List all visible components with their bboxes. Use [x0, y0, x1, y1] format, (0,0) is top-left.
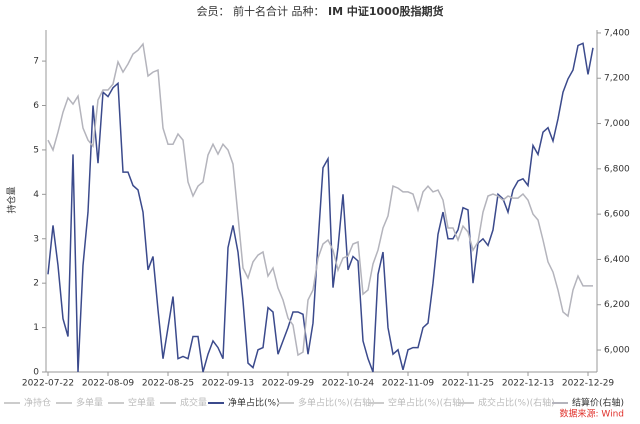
y-tick-label: 1 — [33, 323, 39, 333]
y2-tick-label: 7,000 — [604, 119, 630, 129]
y-axis-label: 持仓量 — [6, 186, 18, 213]
chart-title-group: 会员： 前十名合计 品种： IM 中证1000股指期货 — [197, 4, 444, 18]
chart-title-highlight: IM 中证1000股指期货 — [328, 4, 443, 18]
legend-label: 多单量 — [76, 397, 103, 409]
y-tick-label: 3 — [33, 234, 39, 244]
x-tick-label: 2022-08-09 — [82, 379, 135, 389]
y2-tick-label: 7,400 — [604, 28, 630, 38]
legend-label: 净持仓 — [24, 397, 51, 409]
legend-label: 成交占比(%)(右轴) — [478, 397, 555, 409]
x-tick-label: 2022-09-13 — [202, 379, 254, 389]
y-tick-label: 5 — [33, 145, 39, 155]
y-tick-label: 4 — [33, 190, 39, 200]
x-tick-label: 2022-12-29 — [562, 379, 615, 389]
series-line — [47, 42, 593, 357]
x-tick-label: 2022-12-13 — [502, 379, 554, 389]
y-tick-label: 7 — [33, 57, 39, 67]
legend-label: 结算价(右轴) — [572, 397, 624, 409]
x-tick-label: 2022-11-09 — [382, 379, 435, 389]
y2-tick-label: 7,200 — [604, 74, 630, 84]
source: 数据来源: Wind — [559, 408, 624, 420]
y-tick-label: 2 — [33, 279, 39, 289]
chart-title: 会员： 前十名合计 品种： — [197, 4, 325, 18]
series-line — [47, 42, 594, 373]
x-tick-label: 2022-07-22 — [22, 379, 74, 389]
x-tick-label: 2022-08-25 — [142, 379, 194, 389]
y-tick-label: 6 — [33, 101, 39, 111]
y2-tick-label: 6,800 — [604, 164, 630, 174]
x-tick-label: 2022-10-24 — [322, 379, 375, 389]
y2-tick-label: 6,200 — [604, 300, 630, 310]
legend-label: 净单占比(%) — [228, 397, 280, 409]
legend-label: 成交量 — [180, 397, 207, 409]
y2-tick-label: 6,000 — [604, 346, 630, 356]
x-tick-label: 2022-09-29 — [262, 379, 315, 389]
legend-label: 空单量 — [128, 397, 155, 409]
y-tick-label: 0 — [33, 368, 39, 378]
x-tick-label: 2022-11-25 — [442, 379, 494, 389]
y2-tick-label: 6,400 — [604, 255, 630, 265]
legend-label: 空单占比(%)(右轴) — [388, 397, 465, 409]
legend-label: 多单占比(%)(右轴) — [298, 397, 375, 409]
y2-tick-label: 6,600 — [604, 210, 630, 220]
